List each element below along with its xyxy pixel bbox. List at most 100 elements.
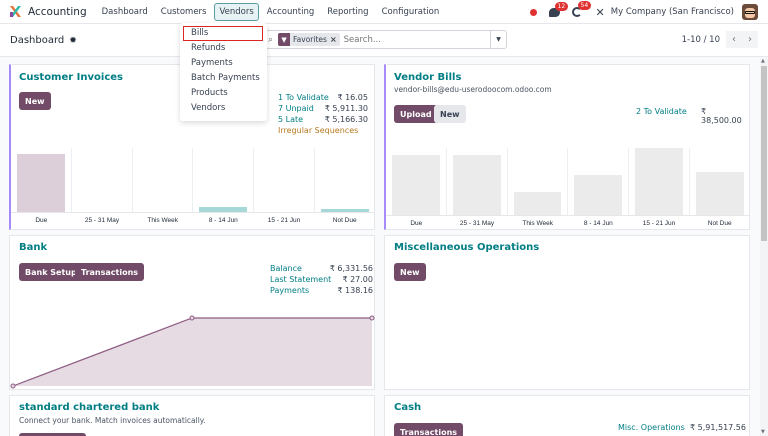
vendor-bills-title[interactable]: Vendor Bills — [394, 72, 462, 83]
breadcrumb: Dashboard ✹ — [10, 35, 77, 46]
cash-card: Cash Transactions Misc. Operations ₹ 5,9… — [384, 395, 750, 436]
chart-bar[interactable] — [321, 209, 369, 212]
stat-value: ₹ 27.00 — [342, 275, 373, 284]
search-options-toggle[interactable]: ▼ — [490, 31, 506, 48]
chat-icon — [548, 7, 560, 17]
misc-operations-title[interactable]: Miscellaneous Operations — [394, 242, 540, 253]
scroll-up-icon[interactable]: ▲ — [761, 58, 765, 64]
bank-transactions-button[interactable]: Transactions — [75, 263, 145, 281]
scroll-down-icon[interactable]: ▼ — [761, 429, 765, 435]
bills-bar-chart — [386, 148, 750, 215]
status-dot-icon[interactable] — [529, 8, 537, 16]
scroll-thumb[interactable] — [761, 66, 767, 241]
chart-label: 15 - 21 Jun — [267, 217, 301, 224]
stat-last-statement[interactable]: Last Statement ₹ 27.00 — [270, 274, 373, 285]
misc-operations-link[interactable]: Misc. Operations — [618, 423, 685, 432]
bar-col — [315, 148, 375, 212]
menu-accounting[interactable]: Accounting — [266, 6, 315, 17]
dropdown-item-vendors[interactable]: Vendors — [191, 103, 226, 113]
misc-operations-value: ₹ 5,91,517.56 — [690, 423, 746, 432]
activities-button[interactable]: 54 — [571, 1, 592, 17]
standard-chartered-title[interactable]: standard chartered bank — [19, 402, 160, 413]
pager-value[interactable]: 1-10 / 10 — [681, 34, 720, 45]
bills-chart-labels: Due 25 - 31 May This Week 8 - 14 Jun 15 … — [386, 215, 750, 231]
stat-unpaid[interactable]: 7 Unpaid ₹ 5,911.30 — [278, 103, 368, 114]
dropdown-item-products[interactable]: Products — [191, 88, 228, 98]
cash-transactions-button[interactable]: Transactions — [394, 423, 464, 436]
pager-next-button[interactable]: › — [742, 31, 758, 48]
new-invoice-button[interactable]: New — [19, 92, 51, 110]
menu-dashboard[interactable]: Dashboard — [101, 6, 148, 17]
stat-value: ₹ 138.16 — [337, 286, 373, 295]
bar-col — [133, 148, 194, 212]
search-input[interactable] — [343, 34, 474, 45]
bills-to-validate-value: ₹ 38,500.00 — [701, 107, 742, 125]
bar-col — [72, 148, 133, 212]
misc-operations-card: Miscellaneous Operations New — [384, 235, 750, 390]
messages-badge: 12 — [554, 1, 569, 11]
menu-vendors[interactable]: Vendors — [214, 2, 259, 21]
menu-reporting[interactable]: Reporting — [327, 6, 369, 17]
pager-previous-button[interactable]: ‹ — [726, 31, 742, 48]
bar-col — [447, 148, 508, 215]
new-bill-button[interactable]: New — [434, 105, 466, 123]
bar-col — [629, 148, 691, 215]
dropdown-item-payments[interactable]: Payments — [191, 58, 233, 68]
stat-value: ₹ 5,166.30 — [324, 115, 368, 124]
clock-icon — [571, 7, 582, 17]
chart-label: 8 - 14 Jun — [583, 220, 613, 227]
stat-label: 5 Late — [278, 115, 304, 124]
chart-label: 25 - 31 May — [459, 220, 495, 227]
search-bar[interactable]: ⌕ ▼ Favorites × ▼ — [264, 30, 507, 49]
stat-late[interactable]: 5 Late ₹ 5,166.30 — [278, 114, 368, 125]
customer-invoices-title[interactable]: Customer Invoices — [19, 72, 123, 83]
remove-facet-icon[interactable]: × — [329, 35, 337, 44]
chart-bar[interactable] — [513, 192, 562, 215]
activities-badge: 54 — [577, 1, 592, 10]
chart-bar[interactable] — [635, 148, 684, 215]
search-icon: ⌕ — [268, 34, 274, 45]
dropdown-item-refunds[interactable]: Refunds — [191, 43, 226, 53]
invoice-chart-labels: Due 25 - 31 May This Week 8 - 14 Jun 15 … — [11, 212, 375, 230]
chart-bar[interactable] — [452, 155, 501, 215]
messages-button[interactable]: 12 — [548, 1, 569, 17]
stat-irregular[interactable]: Irregular Sequences — [278, 125, 368, 136]
dropdown-item-batch-payments[interactable]: Batch Payments — [191, 73, 260, 83]
cash-title[interactable]: Cash — [394, 402, 422, 413]
stat-to-validate[interactable]: 1 To Validate ₹ 16.05 — [278, 92, 368, 103]
chart-label: This Week — [522, 220, 553, 227]
bank-title[interactable]: Bank — [19, 242, 48, 253]
bank-setup-button[interactable]: Bank Setup — [19, 263, 83, 281]
tools-icon[interactable]: ✕ — [595, 5, 605, 19]
new-misc-button[interactable]: New — [394, 263, 426, 281]
bank-line-chart[interactable] — [10, 314, 376, 390]
user-avatar[interactable] — [742, 4, 758, 20]
favorites-facet: ▼ Favorites × — [278, 33, 340, 46]
bills-to-validate-link[interactable]: 2 To Validate — [636, 107, 687, 116]
app-brand[interactable]: Accounting — [9, 5, 97, 18]
chart-bar[interactable] — [696, 172, 744, 215]
page-scrollbar[interactable]: ▲ ▼ — [760, 58, 768, 436]
stat-label: 1 To Validate — [278, 93, 329, 102]
gear-icon[interactable]: ✹ — [69, 35, 77, 46]
vendors-dropdown: Bills Refunds Payments Batch Payments Pr… — [180, 23, 267, 121]
stat-label: Balance — [270, 264, 302, 273]
pager: 1-10 / 10 ‹ › — [682, 31, 758, 48]
menu-customers[interactable]: Customers — [160, 6, 207, 17]
company-switcher[interactable]: My Company (San Francisco) — [610, 7, 734, 17]
avatar-glasses — [745, 11, 755, 14]
top-navbar: Accounting Dashboard Customers Vendors A… — [0, 0, 768, 24]
menu-configuration[interactable]: Configuration — [381, 6, 440, 17]
chart-bar[interactable] — [574, 175, 623, 215]
chart-bar[interactable] — [392, 155, 440, 215]
chart-label: Not Due — [332, 217, 357, 224]
dropdown-item-bills[interactable]: Bills — [183, 26, 263, 41]
stat-balance[interactable]: Balance ₹ 6,331.56 — [270, 263, 373, 274]
vendor-bills-card: Vendor Bills vendor-bills@edu-userodooco… — [384, 64, 750, 230]
chart-bar[interactable] — [17, 154, 65, 212]
chart-bar[interactable] — [199, 207, 248, 212]
connect-bank-button[interactable] — [19, 433, 86, 436]
bank-stats: Balance ₹ 6,331.56 Last Statement ₹ 27.00 … — [270, 263, 373, 296]
upload-button[interactable]: Upload — [394, 105, 438, 123]
stat-payments[interactable]: Payments ₹ 138.16 — [270, 285, 373, 296]
